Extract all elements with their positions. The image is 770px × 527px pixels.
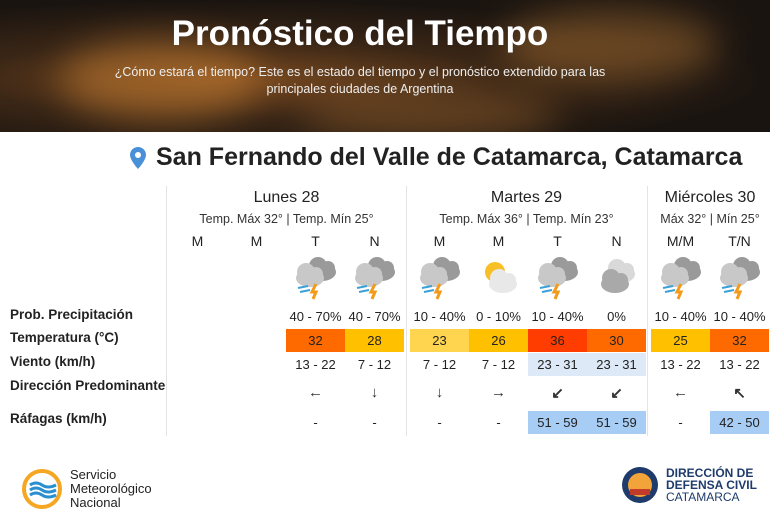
defensa-civil-emblem-icon xyxy=(622,467,658,503)
day-summary: Temp. Máx 36° | Temp. Mín 23° xyxy=(439,212,614,226)
gust-value: - xyxy=(372,415,377,430)
precip-value: 10 - 40% xyxy=(713,309,766,324)
column-divider xyxy=(647,186,648,436)
row-label: Dirección Predominante xyxy=(10,378,166,393)
temp-value: 23 xyxy=(410,329,469,352)
gust-value: - xyxy=(437,415,442,430)
wind-direction-icon: ↓ xyxy=(370,384,379,401)
precip-value: 0% xyxy=(607,309,626,324)
storm-cloud-icon xyxy=(347,254,403,300)
period-label: T/N xyxy=(728,233,751,249)
wind-value: 13 - 22 xyxy=(295,357,336,372)
period-label: M xyxy=(191,233,204,249)
wind-value: 13 - 22 xyxy=(660,357,701,372)
storm-cloud-icon xyxy=(653,254,709,300)
page-title: Pronóstico del Tiempo xyxy=(171,14,549,53)
wind-direction-icon: ↓ xyxy=(435,384,444,401)
temp-value: 26 xyxy=(469,329,528,352)
wind-direction-icon: ↙ xyxy=(551,385,564,402)
smn-logo: Servicio Meteorológico Nacional xyxy=(22,468,152,510)
gust-value: - xyxy=(678,415,683,430)
gust-value: - xyxy=(496,415,501,430)
row-label: Ráfagas (km/h) xyxy=(10,411,107,426)
temp-value: 28 xyxy=(345,329,404,352)
temp-value: 25 xyxy=(651,329,710,352)
temp-value: 36 xyxy=(528,329,587,352)
period-label: M xyxy=(433,233,446,249)
wind-direction-icon: ← xyxy=(308,384,323,401)
smn-line2: Meteorológico xyxy=(70,481,152,496)
day-summary: Temp. Máx 32° | Temp. Mín 25° xyxy=(199,212,374,226)
day-name: Martes 29 xyxy=(490,189,563,206)
precip-value: 40 - 70% xyxy=(348,309,401,324)
storm-cloud-icon xyxy=(288,254,344,300)
wind-value: 13 - 22 xyxy=(719,357,760,372)
smn-logo-icon xyxy=(22,469,62,509)
wind-value: 7 - 12 xyxy=(422,357,457,372)
wind-value: 7 - 12 xyxy=(357,357,392,372)
storm-cloud-icon xyxy=(412,254,468,300)
temp-value: 30 xyxy=(587,329,646,352)
cloudy-icon xyxy=(589,254,645,300)
wind-direction-icon: → xyxy=(491,384,506,401)
storm-cloud-icon xyxy=(712,254,768,300)
smn-line3: Nacional xyxy=(70,495,121,510)
period-label: M xyxy=(250,233,263,249)
period-label: N xyxy=(369,233,380,249)
period-label: T xyxy=(311,233,320,249)
precip-value: 40 - 70% xyxy=(289,309,342,324)
row-label: Prob. Precipitación xyxy=(10,307,134,322)
wind-direction-icon: ← xyxy=(673,384,688,401)
dc-line1: DIRECCIÓN DE xyxy=(666,466,754,480)
temp-value: 32 xyxy=(710,329,769,352)
period-label: T xyxy=(553,233,562,249)
wind-value: 23 - 31 xyxy=(587,353,646,376)
smn-line1: Servicio xyxy=(70,467,117,482)
gust-value: - xyxy=(313,415,318,430)
precip-value: 0 - 10% xyxy=(476,309,521,324)
precip-value: 10 - 40% xyxy=(413,309,466,324)
location-name: San Fernando del Valle de Catamarca, Cat… xyxy=(156,143,743,171)
temp-value: 32 xyxy=(286,329,345,352)
row-label: Viento (km/h) xyxy=(10,354,96,369)
row-label: Temperatura (°C) xyxy=(10,330,119,345)
gust-value: 51 - 59 xyxy=(528,411,587,434)
gust-value: 42 - 50 xyxy=(710,411,769,434)
gust-value: 51 - 59 xyxy=(587,411,646,434)
day-name: Miércoles 30 xyxy=(664,189,756,206)
storm-cloud-icon xyxy=(530,254,586,300)
map-pin-icon xyxy=(130,146,146,169)
defensa-civil-logo: DIRECCIÓN DE DEFENSA CIVIL CATAMARCA xyxy=(620,463,757,507)
period-label: M/M xyxy=(666,233,695,249)
header-banner: Pronóstico del Tiempo ¿Cómo estará el ti… xyxy=(0,0,770,132)
day-summary: Máx 32° | Mín 25° xyxy=(660,212,760,226)
period-label: M xyxy=(492,233,505,249)
day-name: Lunes 28 xyxy=(253,189,320,206)
wind-value: 23 - 31 xyxy=(528,353,587,376)
precip-value: 10 - 40% xyxy=(654,309,707,324)
partly-sunny-icon xyxy=(471,254,527,300)
precip-value: 10 - 40% xyxy=(531,309,584,324)
period-label: N xyxy=(611,233,622,249)
dc-line2: DEFENSA CIVIL xyxy=(666,478,757,492)
location-header: San Fernando del Valle de Catamarca, Cat… xyxy=(130,143,742,172)
wind-direction-icon: ↙ xyxy=(610,385,623,402)
column-divider xyxy=(406,186,407,436)
page-subtitle: ¿Cómo estará el tiempo? Este es el estad… xyxy=(114,65,606,96)
column-divider xyxy=(166,186,167,436)
dc-line3: CATAMARCA xyxy=(666,490,740,504)
wind-direction-icon: ↖ xyxy=(733,385,746,402)
wind-value: 7 - 12 xyxy=(481,357,516,372)
